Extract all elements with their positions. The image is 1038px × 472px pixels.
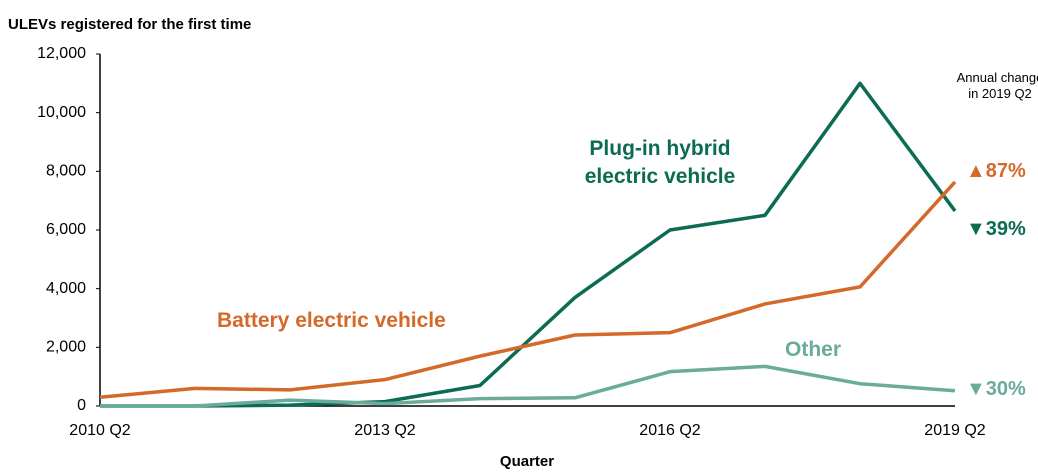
series-label: Other bbox=[785, 338, 842, 361]
series-line bbox=[100, 364, 956, 408]
series-line bbox=[100, 81, 957, 408]
series-line bbox=[99, 180, 957, 399]
y-tick-label: 2,000 bbox=[46, 339, 86, 356]
y-tick-label: 10,000 bbox=[37, 104, 86, 121]
series-label: Plug-in hybrid electric vehicle bbox=[584, 137, 736, 188]
x-tick-label: 2016 Q2 bbox=[639, 422, 700, 439]
change-label: ▼30% bbox=[966, 378, 1026, 400]
x-tick-label: 2019 Q2 bbox=[924, 422, 985, 439]
y-tick-label: 8,000 bbox=[46, 163, 86, 180]
series-label: Battery electric vehicle bbox=[217, 309, 446, 332]
y-tick-label: 0 bbox=[77, 397, 86, 414]
annotation: Annual change in 2019 Q2 bbox=[956, 70, 1038, 101]
y-tick-label: 6,000 bbox=[46, 221, 86, 238]
x-tick-label: 2010 Q2 bbox=[69, 422, 130, 439]
x-tick-label: 2013 Q2 bbox=[354, 422, 415, 439]
change-label: ▲87% bbox=[966, 160, 1026, 182]
change-label: ▼39% bbox=[966, 218, 1026, 240]
y-tick-label: 4,000 bbox=[46, 280, 86, 297]
y-tick-label: 12,000 bbox=[37, 45, 86, 62]
chart-title: ULEVs registered for the first time bbox=[8, 16, 251, 33]
x-axis-label: Quarter bbox=[500, 453, 554, 470]
